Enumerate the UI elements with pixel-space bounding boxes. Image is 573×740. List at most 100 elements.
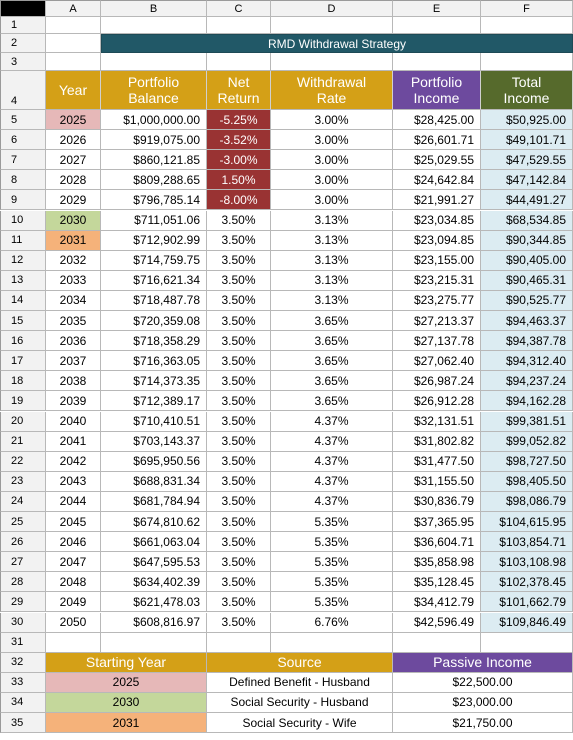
row-header-21[interactable]: 21 [0, 431, 46, 452]
cell-net-return[interactable]: 3.50% [207, 371, 271, 392]
cell-net-return[interactable]: 3.50% [207, 532, 271, 553]
cell-portfolio-income[interactable]: $27,213.37 [393, 311, 481, 332]
cell-c3[interactable] [207, 53, 271, 71]
cell-b31[interactable] [101, 632, 207, 653]
cell-total-income[interactable]: $99,052.82 [481, 431, 573, 452]
cell-total-income[interactable]: $98,086.79 [481, 491, 573, 512]
cell-withdrawal-rate[interactable]: 3.65% [271, 311, 393, 332]
cell-portfolio-balance[interactable]: $647,595.53 [101, 552, 207, 573]
row-header-25[interactable]: 25 [0, 512, 46, 533]
cell-net-return[interactable]: 3.50% [207, 612, 271, 633]
cell-b1[interactable] [101, 17, 207, 34]
cell-withdrawal-rate[interactable]: 6.76% [271, 612, 393, 633]
cell-withdrawal-rate[interactable]: 3.13% [271, 270, 393, 291]
row-header-6[interactable]: 6 [0, 130, 46, 151]
cell-portfolio-income[interactable]: $30,836.79 [393, 491, 481, 512]
cell-f3[interactable] [481, 53, 573, 71]
cell-net-return[interactable]: 3.50% [207, 290, 271, 311]
cell-withdrawal-rate[interactable]: 4.37% [271, 471, 393, 492]
select-all-corner[interactable] [0, 0, 46, 17]
row-header-13[interactable]: 13 [0, 270, 46, 291]
cell-year[interactable]: 2046 [46, 532, 101, 553]
row-header-31[interactable]: 31 [0, 632, 46, 653]
cell-source[interactable]: Social Security - Wife [207, 713, 393, 734]
cell-withdrawal-rate[interactable]: 3.13% [271, 290, 393, 311]
cell-net-return[interactable]: -5.25% [207, 110, 271, 131]
cell-net-return[interactable]: 3.50% [207, 311, 271, 332]
column-header-a[interactable]: A [46, 0, 101, 17]
cell-year[interactable]: 2050 [46, 612, 101, 633]
cell-portfolio-income[interactable]: $26,987.24 [393, 371, 481, 392]
cell-net-return[interactable]: -8.00% [207, 190, 271, 211]
row-header-18[interactable]: 18 [0, 371, 46, 392]
cell-withdrawal-rate[interactable]: 5.35% [271, 572, 393, 593]
cell-withdrawal-rate[interactable]: 4.37% [271, 491, 393, 512]
cell-portfolio-income[interactable]: $36,604.71 [393, 532, 481, 553]
cell-a2[interactable] [46, 34, 101, 53]
cell-total-income[interactable]: $50,925.00 [481, 110, 573, 131]
cell-total-income[interactable]: $94,387.78 [481, 331, 573, 352]
row-header-8[interactable]: 8 [0, 170, 46, 191]
cell-portfolio-income[interactable]: $23,094.85 [393, 230, 481, 251]
cell-net-return[interactable]: 3.50% [207, 512, 271, 533]
cell-year[interactable]: 2038 [46, 371, 101, 392]
cell-total-income[interactable]: $103,854.71 [481, 532, 573, 553]
cell-withdrawal-rate[interactable]: 5.35% [271, 552, 393, 573]
cell-total-income[interactable]: $68,534.85 [481, 210, 573, 231]
cell-net-return[interactable]: 3.50% [207, 351, 271, 372]
cell-net-return[interactable]: 3.50% [207, 411, 271, 432]
cell-total-income[interactable]: $101,662.79 [481, 592, 573, 613]
cell-portfolio-balance[interactable]: $809,288.65 [101, 170, 207, 191]
cell-net-return[interactable]: 3.50% [207, 572, 271, 593]
cell-net-return[interactable]: 1.50% [207, 170, 271, 191]
cell-withdrawal-rate[interactable]: 4.37% [271, 451, 393, 472]
cell-portfolio-balance[interactable]: $716,621.34 [101, 270, 207, 291]
cell-net-return[interactable]: 3.50% [207, 471, 271, 492]
cell-withdrawal-rate[interactable]: 5.35% [271, 512, 393, 533]
cell-year[interactable]: 2036 [46, 331, 101, 352]
cell-total-income[interactable]: $94,463.37 [481, 311, 573, 332]
row-header-22[interactable]: 22 [0, 451, 46, 472]
cell-starting-year[interactable]: 2031 [46, 713, 207, 734]
cell-portfolio-income[interactable]: $42,596.49 [393, 612, 481, 633]
cell-total-income[interactable]: $90,405.00 [481, 250, 573, 271]
cell-total-income[interactable]: $99,381.51 [481, 411, 573, 432]
cell-net-return[interactable]: 3.50% [207, 451, 271, 472]
cell-d1[interactable] [271, 17, 393, 34]
header-starting-year[interactable]: Starting Year [46, 652, 207, 673]
cell-passive-income[interactable]: $22,500.00 [393, 672, 573, 693]
header-portfolio-balance[interactable]: Portfolio Balance [101, 71, 207, 110]
cell-portfolio-income[interactable]: $24,642.84 [393, 170, 481, 191]
cell-net-return[interactable]: 3.50% [207, 270, 271, 291]
row-header-24[interactable]: 24 [0, 491, 46, 512]
cell-withdrawal-rate[interactable]: 3.00% [271, 150, 393, 171]
cell-a3[interactable] [46, 53, 101, 71]
cell-portfolio-balance[interactable]: $716,363.05 [101, 351, 207, 372]
cell-portfolio-income[interactable]: $35,128.45 [393, 572, 481, 593]
cell-total-income[interactable]: $49,101.71 [481, 130, 573, 151]
row-header-34[interactable]: 34 [0, 692, 46, 713]
cell-year[interactable]: 2027 [46, 150, 101, 171]
cell-withdrawal-rate[interactable]: 3.13% [271, 210, 393, 231]
cell-passive-income[interactable]: $23,000.00 [393, 692, 573, 713]
cell-year[interactable]: 2031 [46, 230, 101, 251]
row-header-35[interactable]: 35 [0, 713, 46, 734]
cell-c31[interactable] [207, 632, 271, 653]
column-header-d[interactable]: D [271, 0, 393, 17]
cell-withdrawal-rate[interactable]: 3.13% [271, 230, 393, 251]
cell-year[interactable]: 2037 [46, 351, 101, 372]
header-passive-income[interactable]: Passive Income [393, 652, 573, 673]
cell-total-income[interactable]: $109,846.49 [481, 612, 573, 633]
cell-total-income[interactable]: $47,529.55 [481, 150, 573, 171]
cell-portfolio-income[interactable]: $31,802.82 [393, 431, 481, 452]
row-header-5[interactable]: 5 [0, 110, 46, 131]
cell-c1[interactable] [207, 17, 271, 34]
cell-total-income[interactable]: $98,405.50 [481, 471, 573, 492]
cell-portfolio-balance[interactable]: $714,759.75 [101, 250, 207, 271]
cell-year[interactable]: 2025 [46, 110, 101, 131]
cell-portfolio-income[interactable]: $34,412.79 [393, 592, 481, 613]
cell-source[interactable]: Defined Benefit - Husband [207, 672, 393, 693]
row-header-12[interactable]: 12 [0, 250, 46, 271]
cell-f1[interactable] [481, 17, 573, 34]
cell-year[interactable]: 2033 [46, 270, 101, 291]
